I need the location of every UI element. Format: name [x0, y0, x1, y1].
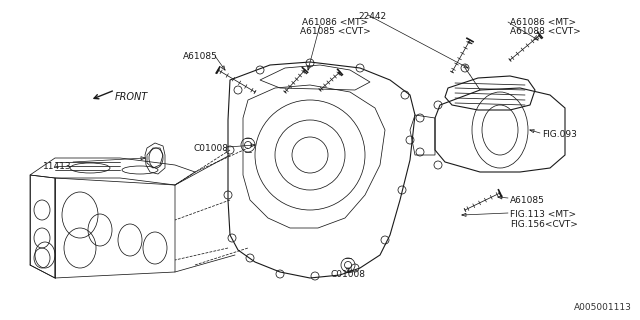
Text: A61085 <CVT>: A61085 <CVT> — [300, 27, 371, 36]
Text: 11413: 11413 — [44, 162, 72, 171]
Text: C01008: C01008 — [193, 144, 228, 153]
Text: FIG.113 <MT>: FIG.113 <MT> — [510, 210, 576, 219]
Text: FIG.093: FIG.093 — [542, 130, 577, 139]
Text: C01008: C01008 — [330, 270, 365, 279]
Text: FRONT: FRONT — [115, 92, 148, 102]
Text: A61085: A61085 — [182, 52, 218, 61]
Text: A61086 <MT>: A61086 <MT> — [510, 18, 576, 27]
Text: A61085: A61085 — [510, 196, 545, 205]
Text: 22442: 22442 — [358, 12, 386, 21]
Text: A61088 <CVT>: A61088 <CVT> — [510, 27, 580, 36]
Text: A61086 <MT>: A61086 <MT> — [302, 18, 368, 27]
Text: FIG.156<CVT>: FIG.156<CVT> — [510, 220, 578, 229]
Text: A005001113: A005001113 — [574, 303, 632, 312]
